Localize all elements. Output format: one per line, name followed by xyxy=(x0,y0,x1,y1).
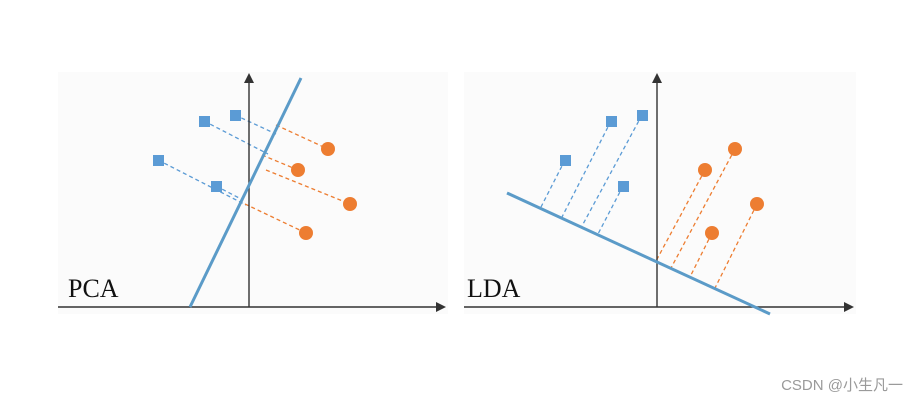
lda-square-projections xyxy=(540,114,643,235)
orange-circle-marker xyxy=(343,197,357,211)
orange-circle-marker xyxy=(299,226,313,240)
orange-circle-marker xyxy=(698,163,712,177)
blue-square-marker xyxy=(560,155,571,166)
blue-square-marker xyxy=(211,181,222,192)
lda-panel-background xyxy=(464,72,856,314)
blue-square-marker xyxy=(618,181,629,192)
pca-projection-line xyxy=(188,77,303,308)
blue-square-marker xyxy=(606,116,617,127)
blue-square-marker xyxy=(637,110,648,121)
pca-panel-background xyxy=(58,72,448,314)
orange-circle-marker xyxy=(728,142,742,156)
pca-circle-projections xyxy=(244,124,351,234)
pca-square-projections xyxy=(157,114,277,206)
orange-circle-marker xyxy=(750,197,764,211)
orange-circle-marker xyxy=(321,142,335,156)
lda-label: LDA xyxy=(467,274,521,303)
blue-square-marker xyxy=(230,110,241,121)
pca-label: PCA xyxy=(68,274,119,303)
blue-square-marker xyxy=(199,116,210,127)
orange-circle-marker xyxy=(705,226,719,240)
orange-circle-marker xyxy=(291,163,305,177)
blue-square-marker xyxy=(153,155,164,166)
lda-projection-line xyxy=(506,191,771,316)
pca-panel: PCA xyxy=(58,72,448,314)
lda-panel: LDA xyxy=(464,72,856,316)
lda-circle-projections xyxy=(655,148,758,289)
watermark-text: CSDN @小生凡一 xyxy=(781,377,903,394)
